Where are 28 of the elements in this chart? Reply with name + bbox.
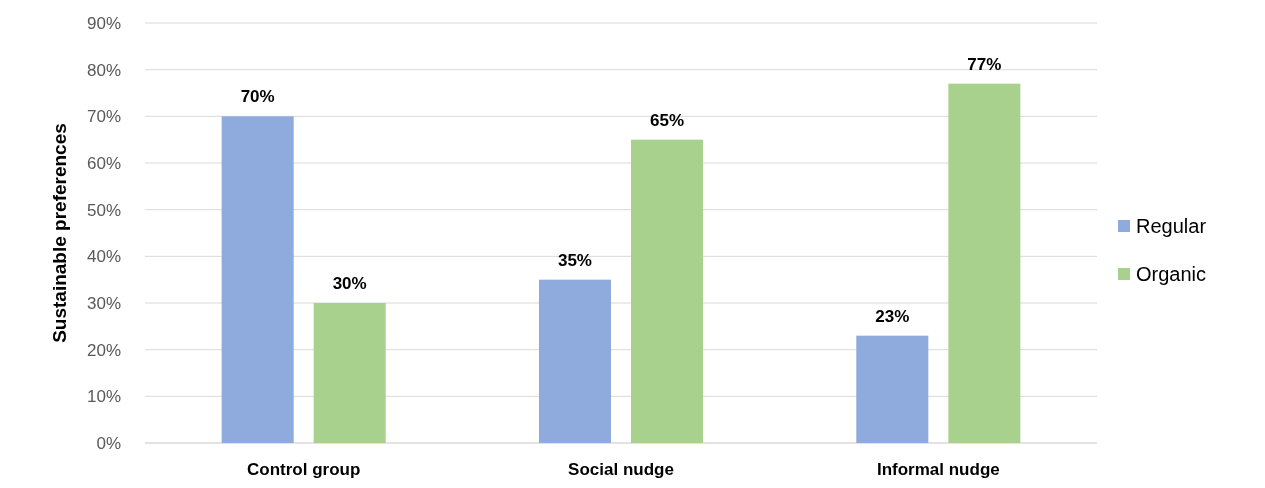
bar [948,83,1021,443]
y-axis-title: Sustainable preferences [49,123,70,343]
y-tick-label: 80% [86,60,121,80]
x-tick-label: Control group [247,460,361,479]
bar [856,335,929,443]
data-label: 70% [240,87,275,107]
y-tick-label: 40% [86,247,121,267]
bar [538,279,611,443]
data-label: 30% [332,274,367,293]
bar [313,303,386,443]
x-tick-label: Informal nudge [876,460,1000,479]
y-tick-label: 20% [86,340,121,360]
y-tick-label: 30% [86,293,121,313]
data-label: 35% [557,250,592,270]
legend-label: Regular [1136,215,1207,237]
y-tick-label: 90% [86,13,121,33]
y-tick-label: 10% [86,387,121,407]
data-label: 23% [875,306,910,326]
data-label: 77% [967,54,1002,74]
y-tick-label: 0% [96,433,121,453]
x-tick-label: Social nudge [568,460,674,479]
bar [631,139,704,443]
y-tick-label: 70% [86,107,121,127]
bar [221,116,294,443]
legend-label: Organic [1136,263,1207,285]
y-tick-label: 60% [86,153,121,173]
y-tick-label: 50% [86,200,121,220]
data-label: 65% [650,110,685,130]
